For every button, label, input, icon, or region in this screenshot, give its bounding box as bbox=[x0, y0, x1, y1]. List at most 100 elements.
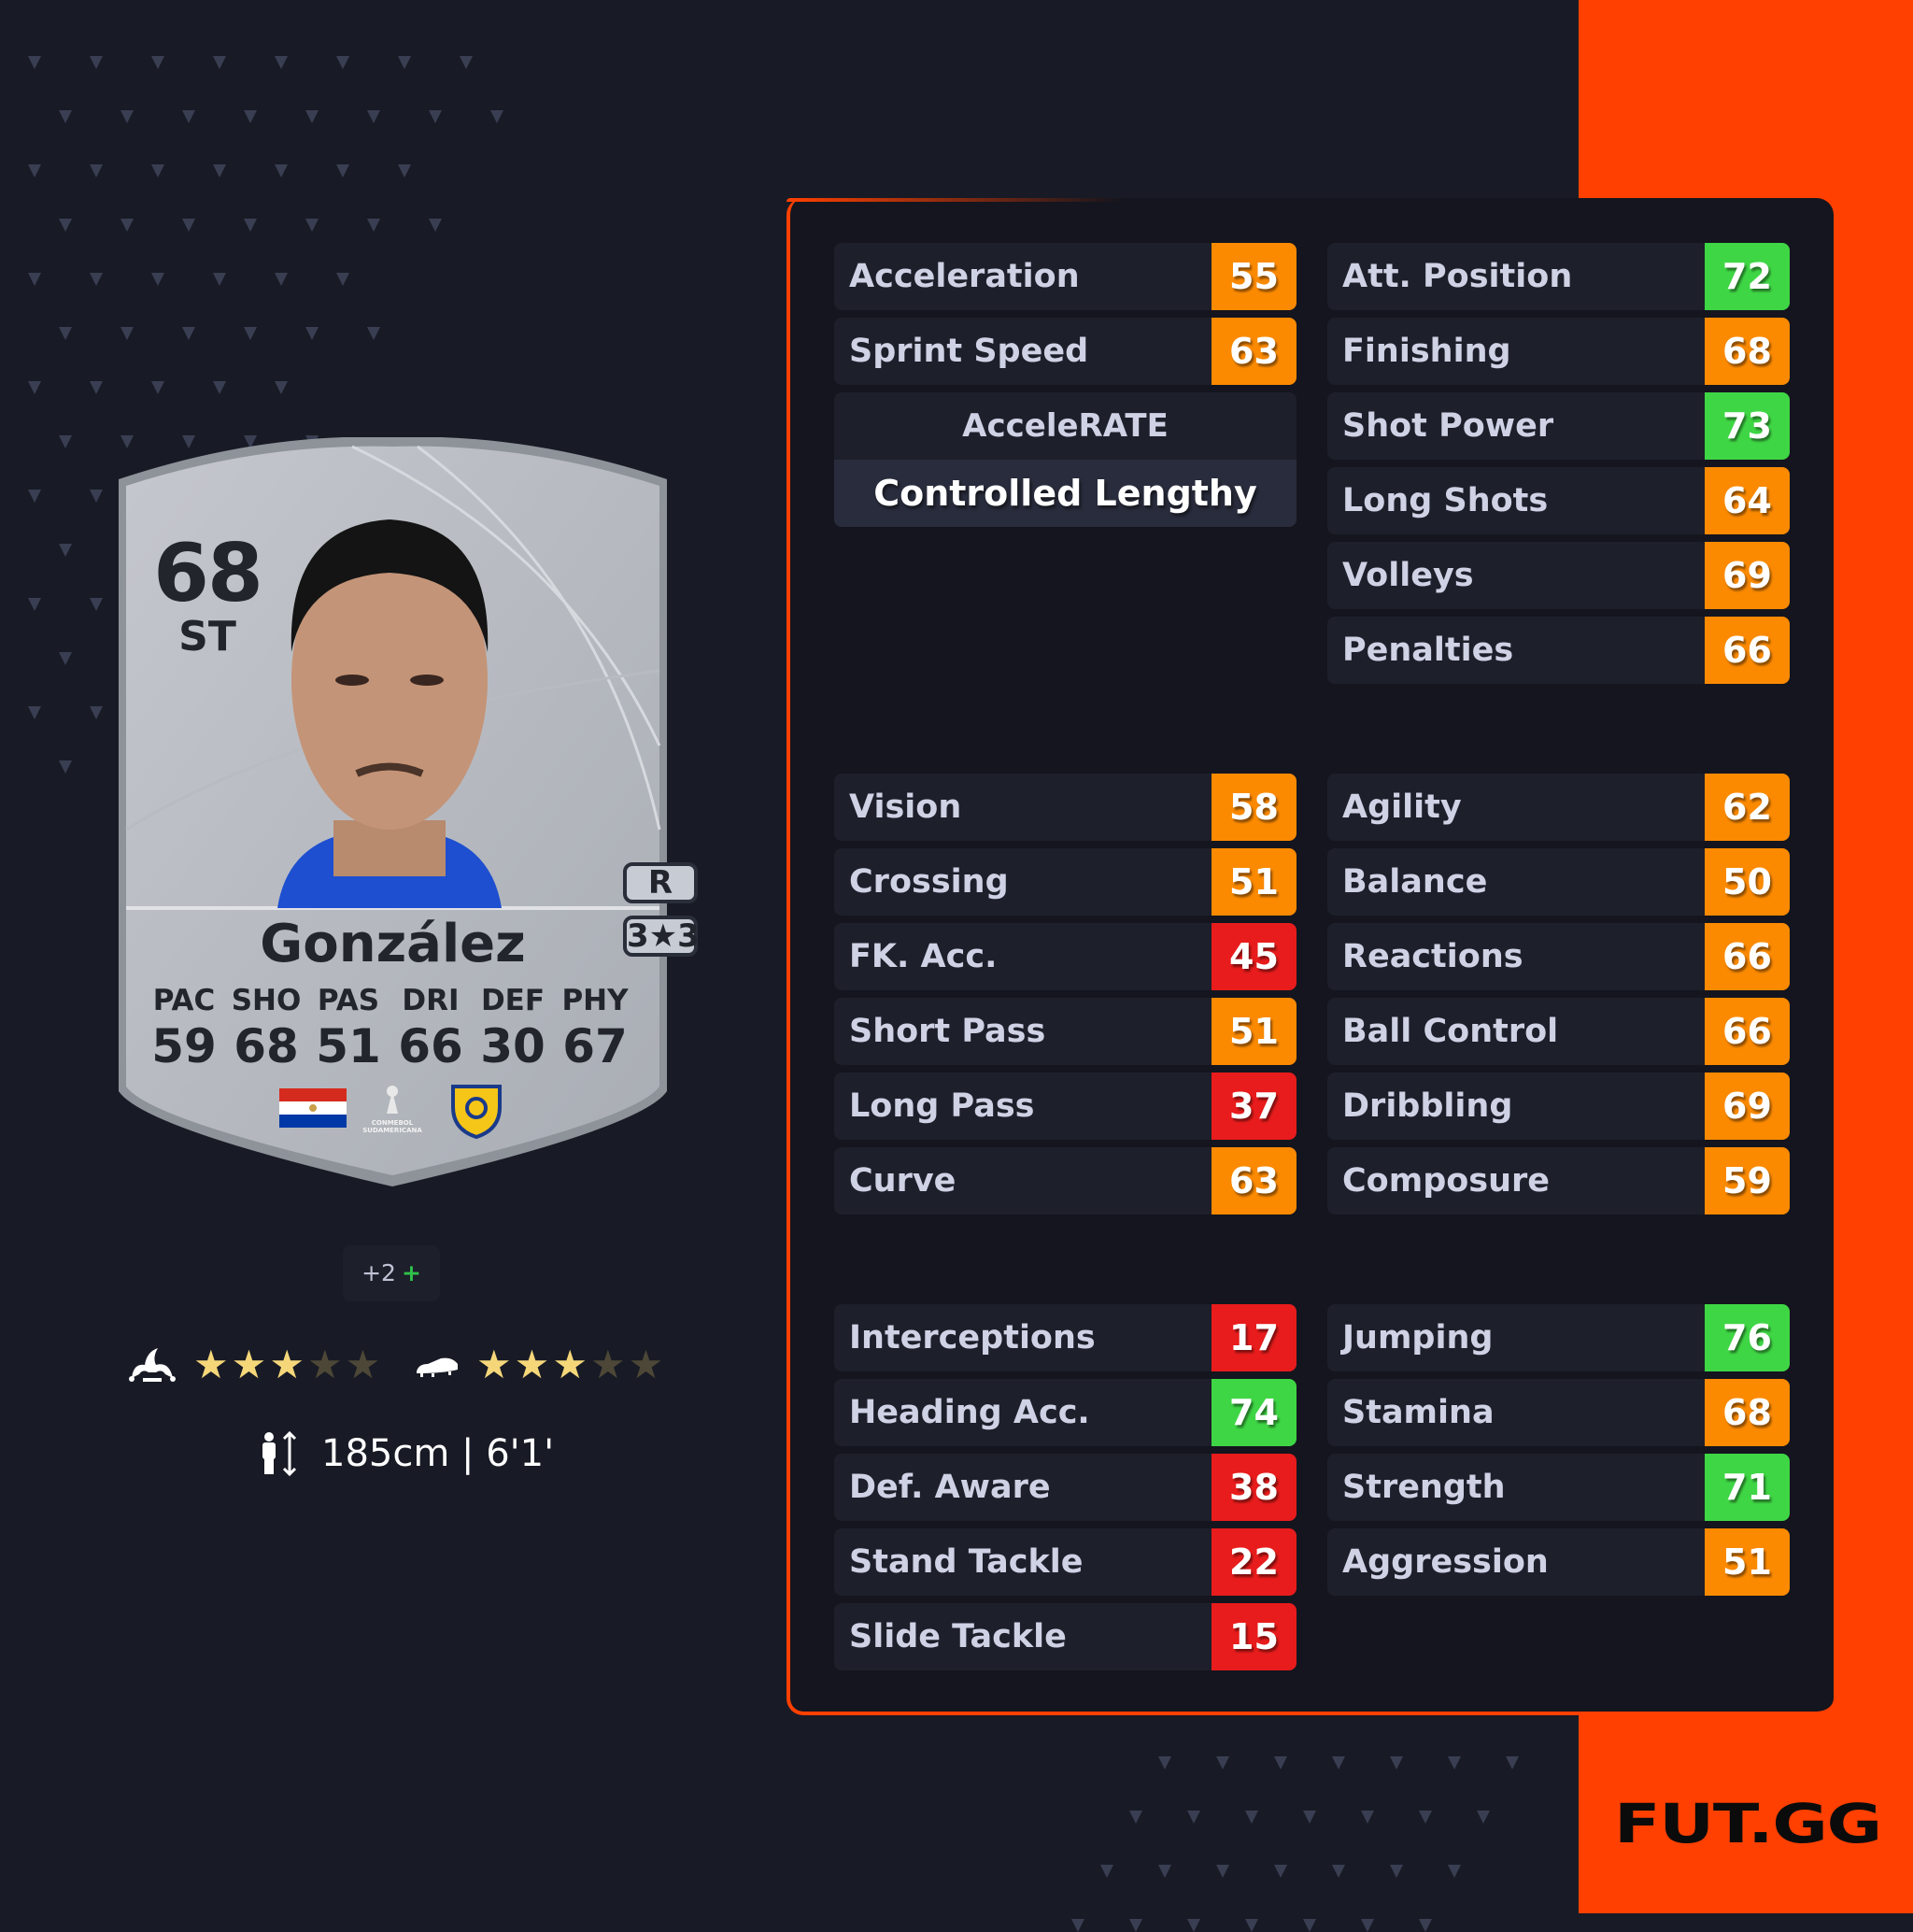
triangle-decoration bbox=[275, 56, 288, 69]
league-logo bbox=[387, 1086, 398, 1114]
star-filled-icon: ★ bbox=[193, 1342, 229, 1387]
attribute-value: 17 bbox=[1212, 1304, 1297, 1371]
stat-def: DEF 30 bbox=[475, 984, 550, 1073]
triangle-decoration bbox=[90, 598, 103, 611]
triangle-decoration bbox=[90, 490, 103, 503]
triangle-decoration bbox=[460, 56, 473, 69]
stat-value: 66 bbox=[398, 1019, 463, 1073]
triangle-decoration bbox=[275, 164, 288, 178]
attribute-row: Interceptions 17 bbox=[834, 1304, 1297, 1371]
height-info: 185cm | 6'1' bbox=[260, 1431, 554, 1476]
triangle-decoration bbox=[59, 652, 72, 665]
fut-gg-logo: FUT.GG bbox=[1614, 1792, 1882, 1855]
stat-pas: PAS 51 bbox=[311, 984, 386, 1073]
triangle-decoration bbox=[1245, 1919, 1258, 1932]
attribute-label: Crossing bbox=[849, 863, 1009, 901]
triangle-decoration bbox=[1216, 1756, 1229, 1769]
triangle-decoration bbox=[1390, 1865, 1403, 1878]
boot-icon bbox=[417, 1357, 458, 1377]
attribute-value: 68 bbox=[1705, 318, 1790, 385]
attribute-row: Acceleration 55 bbox=[834, 243, 1297, 310]
attribute-value: 64 bbox=[1705, 467, 1790, 534]
triangle-decoration bbox=[1303, 1919, 1316, 1932]
jester-hat-icon bbox=[129, 1347, 176, 1382]
attribute-label: Att. Position bbox=[1342, 258, 1573, 295]
triangle-decoration bbox=[1158, 1756, 1171, 1769]
attribute-value: 55 bbox=[1212, 243, 1297, 310]
star-filled-icon: ★ bbox=[269, 1342, 305, 1387]
attribute-value: 69 bbox=[1705, 1073, 1790, 1140]
triangle-decoration bbox=[213, 56, 226, 69]
attribute-row: Dribbling 69 bbox=[1327, 1073, 1790, 1140]
attribute-row: Curve 63 bbox=[834, 1147, 1297, 1215]
stat-dri: DRI 66 bbox=[393, 984, 468, 1073]
triangle-decoration bbox=[120, 110, 134, 123]
attribute-row: Jumping 76 bbox=[1327, 1304, 1790, 1371]
triangle-decoration bbox=[1477, 1811, 1490, 1824]
triangle-decoration bbox=[151, 273, 164, 286]
triangle-decoration bbox=[90, 706, 103, 719]
triangle-decoration bbox=[305, 219, 319, 232]
triangle-decoration bbox=[1448, 1756, 1461, 1769]
accelerate-value: Controlled Lengthy bbox=[834, 460, 1297, 527]
attribute-value: 63 bbox=[1212, 318, 1297, 385]
card-frame bbox=[119, 437, 667, 1186]
attribute-label: Long Shots bbox=[1342, 482, 1549, 519]
attribute-value: 51 bbox=[1212, 848, 1297, 916]
player-card[interactable]: CONMEBOL SUDAMERICANA 68 ST R 3★3 Gonzál… bbox=[119, 437, 700, 1186]
attribute-row: Volleys 69 bbox=[1327, 542, 1790, 609]
nation-flag-paraguay bbox=[279, 1088, 347, 1128]
star-empty-icon: ★ bbox=[628, 1342, 664, 1387]
attribute-value: 76 bbox=[1705, 1304, 1790, 1371]
triangle-decoration bbox=[28, 164, 41, 178]
triangle-decoration bbox=[244, 435, 257, 448]
attribute-value: 66 bbox=[1705, 617, 1790, 684]
chemistry-button[interactable]: +2 + bbox=[343, 1245, 440, 1301]
attribute-label: Stamina bbox=[1342, 1394, 1495, 1431]
triangle-decoration bbox=[28, 598, 41, 611]
triangle-decoration bbox=[90, 56, 103, 69]
triangle-decoration bbox=[336, 164, 349, 178]
attribute-row: Balance 50 bbox=[1327, 848, 1790, 916]
plus-icon: + bbox=[401, 1259, 421, 1286]
attribute-row: Long Pass 37 bbox=[834, 1073, 1297, 1140]
attribute-row: Finishing 68 bbox=[1327, 318, 1790, 385]
skill-weakfoot-badge: 3★3 bbox=[623, 916, 700, 957]
triangle-decoration bbox=[398, 56, 411, 69]
attribute-value: 71 bbox=[1705, 1454, 1790, 1521]
attribute-row: Aggression 51 bbox=[1327, 1528, 1790, 1596]
triangle-decoration bbox=[490, 110, 503, 123]
attribute-label: Ball Control bbox=[1342, 1013, 1559, 1050]
triangle-decoration bbox=[367, 327, 380, 340]
overall-rating: 68 bbox=[153, 527, 263, 620]
attribute-row: Strength 71 bbox=[1327, 1454, 1790, 1521]
attribute-value: 73 bbox=[1705, 392, 1790, 460]
face-stats: PAC 59 SHO 68 PAS 51 DRI 66 DEF 30 PHY 67 bbox=[147, 984, 632, 1073]
triangle-decoration bbox=[244, 327, 257, 340]
stat-phy: PHY 67 bbox=[558, 984, 632, 1073]
triangle-decoration bbox=[59, 327, 72, 340]
attribute-value: 51 bbox=[1705, 1528, 1790, 1596]
triangle-decoration bbox=[120, 327, 134, 340]
triangle-decoration bbox=[1216, 1865, 1229, 1878]
star-empty-icon: ★ bbox=[589, 1342, 626, 1387]
attribute-row: Heading Acc. 74 bbox=[834, 1379, 1297, 1446]
star-filled-icon: ★ bbox=[476, 1342, 512, 1387]
triangle-decoration bbox=[1274, 1865, 1287, 1878]
attribute-row: FK. Acc. 45 bbox=[834, 923, 1297, 990]
attribute-label: Curve bbox=[849, 1162, 956, 1200]
attribute-value: 38 bbox=[1212, 1454, 1297, 1521]
attribute-label: Dribbling bbox=[1342, 1087, 1513, 1125]
stat-value: 68 bbox=[234, 1019, 299, 1073]
attribute-label: Composure bbox=[1342, 1162, 1551, 1200]
triangle-decoration bbox=[367, 110, 380, 123]
triangle-decoration bbox=[59, 544, 72, 557]
attribute-label: Heading Acc. bbox=[849, 1394, 1090, 1431]
star-filled-icon: ★ bbox=[552, 1342, 588, 1387]
triangle-decoration bbox=[429, 219, 442, 232]
triangle-decoration bbox=[305, 327, 319, 340]
attribute-row: Reactions 66 bbox=[1327, 923, 1790, 990]
stat-label: PHY bbox=[561, 984, 629, 1017]
triangle-decoration bbox=[213, 381, 226, 394]
triangle-decoration bbox=[59, 110, 72, 123]
